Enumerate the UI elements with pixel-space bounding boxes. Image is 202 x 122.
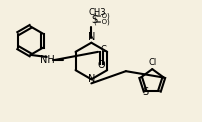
Text: O: O: [97, 60, 104, 70]
Text: Cl: Cl: [147, 58, 156, 67]
Text: N: N: [87, 74, 95, 84]
Text: CH3: CH3: [88, 8, 106, 17]
Text: C: C: [100, 45, 105, 54]
Text: NH: NH: [40, 55, 55, 65]
Text: (=O): (=O): [93, 12, 109, 19]
Text: N: N: [87, 32, 95, 42]
Text: S: S: [91, 15, 97, 25]
Text: (=O): (=O): [93, 18, 109, 25]
Text: S: S: [141, 87, 147, 97]
